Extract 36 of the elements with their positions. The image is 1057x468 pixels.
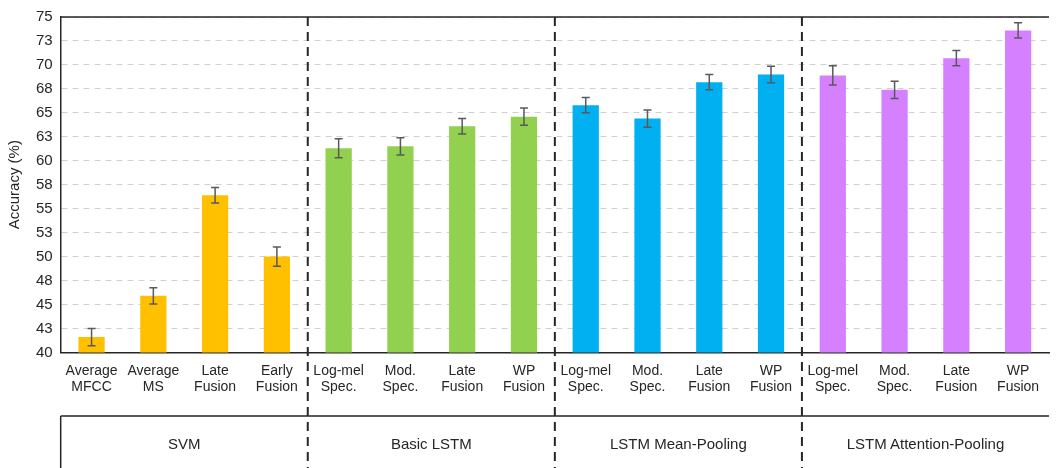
y-tick-label: 60	[36, 150, 53, 168]
y-tick-label: 68	[36, 79, 53, 97]
series-label: SVM	[167, 435, 201, 453]
y-tick-label: 48	[36, 270, 53, 288]
y-tick-label: 65	[36, 102, 53, 120]
y-tick-label: 43	[36, 318, 53, 336]
x-tick-label: Mod. Spec.	[382, 361, 419, 395]
y-tick-label: 70	[36, 55, 53, 73]
y-tick-label: 53	[36, 222, 53, 240]
x-tick-label: Early Fusion	[255, 361, 298, 395]
x-tick-label: Late Fusion	[688, 361, 731, 395]
series-label: LSTM Mean-Pooling	[610, 435, 747, 453]
y-tick-label: 50	[36, 246, 53, 264]
series-label: Basic LSTM	[390, 435, 472, 453]
y-tick-label: 55	[36, 198, 53, 216]
x-tick-label: Mod. Spec.	[876, 361, 913, 395]
series-label: LSTM Attention-Pooling	[846, 435, 1005, 453]
x-tick-label: Late Fusion	[441, 361, 484, 395]
x-tick-label: Log-mel Spec.	[313, 361, 364, 395]
x-tick-label: WP Fusion	[502, 361, 545, 395]
x-tick-label: Late Fusion	[194, 361, 237, 395]
x-tick-label: Log-mel Spec.	[560, 361, 612, 395]
x-tick-label: Average MFCC	[65, 361, 118, 395]
y-axis-title: Accuracy (%)	[5, 140, 23, 230]
y-tick-label: 45	[36, 294, 53, 312]
x-tick-label: WP Fusion	[750, 361, 793, 395]
y-tick-label: 63	[36, 126, 53, 144]
x-tick-label: Log-mel Spec.	[807, 361, 859, 395]
x-tick-label: Late Fusion	[935, 361, 978, 395]
x-tick-label: Average MS	[127, 361, 180, 395]
y-tick-label: 58	[36, 174, 53, 192]
y-tick-label: 40	[36, 342, 53, 360]
y-tick-label: 73	[36, 31, 53, 49]
y-tick-label: 75	[36, 7, 53, 25]
x-tick-label: WP Fusion	[997, 361, 1040, 395]
x-tick-label: Mod. Spec.	[629, 361, 666, 395]
